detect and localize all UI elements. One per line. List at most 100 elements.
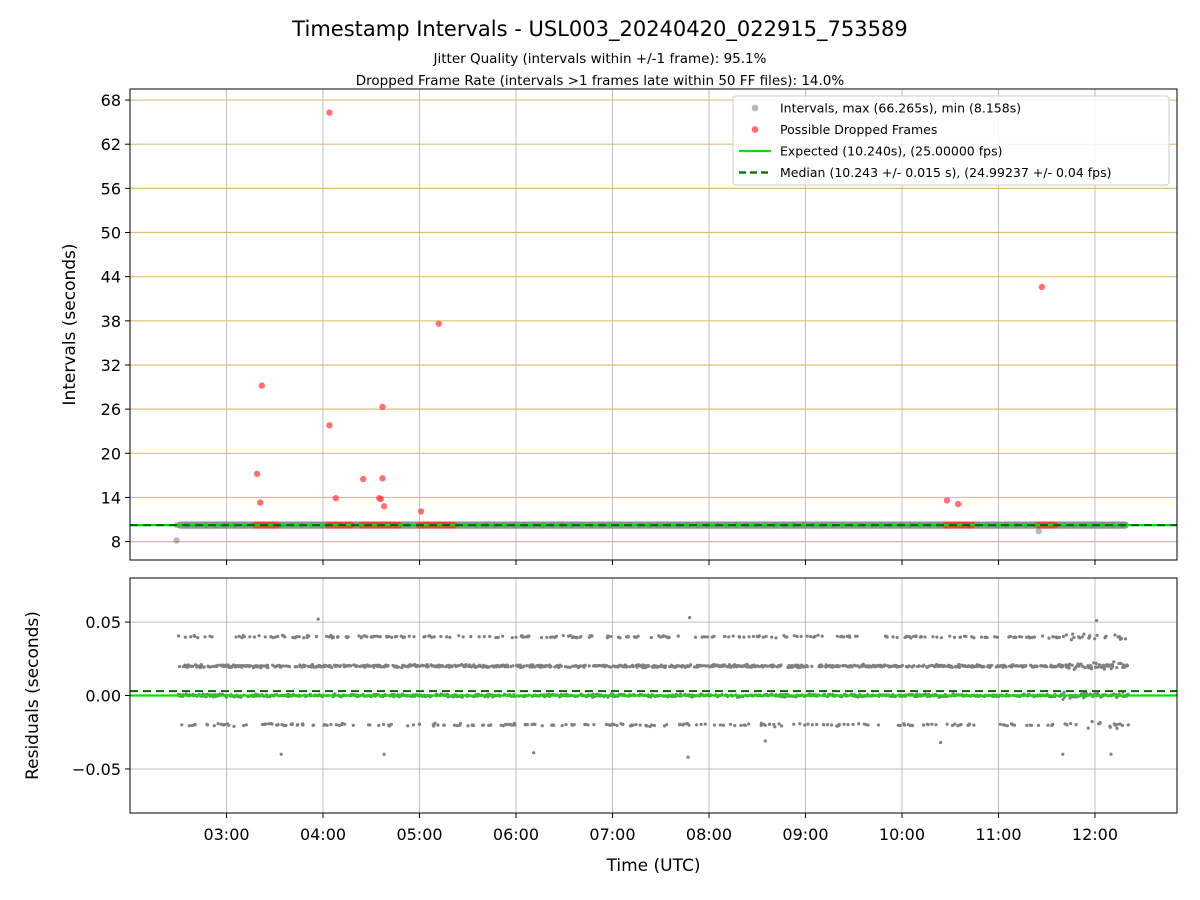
residual-point [186,663,191,667]
residual-point [178,664,182,669]
residual-point [506,665,510,669]
residual-point [1061,634,1066,639]
residual-point [770,635,774,639]
residual-point [895,635,899,640]
residual-point [205,723,210,727]
residual-point [525,664,529,668]
residual-point [950,665,954,669]
residual-point [721,723,726,727]
residual-point [324,663,328,668]
residual-point [815,722,819,727]
residual-point [461,635,465,639]
residual-point [450,664,454,668]
residual-point [953,722,957,726]
residual-point [357,634,361,638]
residual-point [959,722,963,727]
residual-point [302,636,306,640]
residual-point [982,665,986,669]
residual-point [1035,664,1039,669]
residual-point [1102,665,1106,669]
residual-point [638,723,642,727]
residual-point [445,635,449,639]
residual-point [923,635,927,639]
residual-point [301,723,305,727]
residual-point [325,723,329,727]
residual-point [237,634,241,638]
residual-point [426,664,430,669]
residual-point [522,664,526,668]
dropped-frame-point [417,508,425,515]
y-tick-label: 62 [101,135,121,154]
intervals-grid [130,89,1177,560]
residual-point [412,635,416,639]
residual-point [559,664,563,668]
x-tick-label: 07:00 [589,825,635,844]
residual-point [912,664,916,668]
residual-point [842,635,846,639]
residual-point [387,635,391,639]
residual-point [1082,632,1086,636]
x-tick-label: 10:00 [879,825,925,844]
residual-point [972,636,976,640]
residual-point [618,636,622,640]
residual-point [248,664,253,668]
residual-point [216,722,220,726]
residual-point [266,665,270,670]
residual-point [1119,636,1124,641]
residual-point [615,723,619,728]
residual-point [297,634,301,639]
residual-point [415,663,420,668]
residual-point [687,723,691,727]
residual-point [489,723,493,727]
residual-point [578,664,583,668]
x-tick-label: 08:00 [686,825,732,844]
residual-point [522,635,526,639]
residual-point [1029,723,1034,727]
residual-point [1083,665,1087,670]
residual-point [731,634,735,638]
residual-point [303,664,307,668]
residual-point [1051,722,1055,726]
residual-point [763,723,767,727]
residual-point [757,634,761,638]
residual-point [549,664,553,669]
residual-point [1081,664,1085,668]
residual-point [649,635,653,640]
residual-point [631,723,635,727]
residual-point [488,634,492,639]
dropped-frame-point [955,500,962,508]
residual-point [712,634,716,638]
residual-point [816,633,820,637]
residual-point [689,663,693,667]
residual-point [652,723,656,728]
residual-point [985,635,989,640]
residual-point [511,664,515,668]
intervals-plot: 8 14 20 26 32 38 44 50 56 62 68 Intervals (seconds)… [60,88,1178,565]
residual-point [1095,633,1099,638]
residual-point [568,634,572,638]
residual-point [583,663,587,667]
dropped-frame-point [326,109,333,116]
chart-subtitle-dropped: Dropped Frame Rate (intervals >1 frames … [356,73,845,89]
residual-point [805,665,810,669]
residual-point [703,722,707,726]
residual-point [252,635,256,639]
residual-point [1117,634,1122,639]
residual-point [1125,663,1130,668]
residual-point [568,665,572,669]
residual-point [525,723,530,727]
residual-point [244,723,248,727]
residual-point [1004,665,1008,669]
residual-point [1025,723,1029,727]
residual-point [621,722,625,726]
residual-point [1068,662,1072,666]
residual-point [208,665,213,669]
residual-point [909,636,913,640]
residual-point [1112,660,1116,664]
residual-point [1108,725,1112,729]
y-tick-label: 14 [101,488,121,507]
residual-point [390,635,394,639]
residual-point [1090,719,1094,724]
legend-entry: Intervals, max (66.265s), min (8.158s) [780,101,1021,116]
residual-point [527,634,531,638]
